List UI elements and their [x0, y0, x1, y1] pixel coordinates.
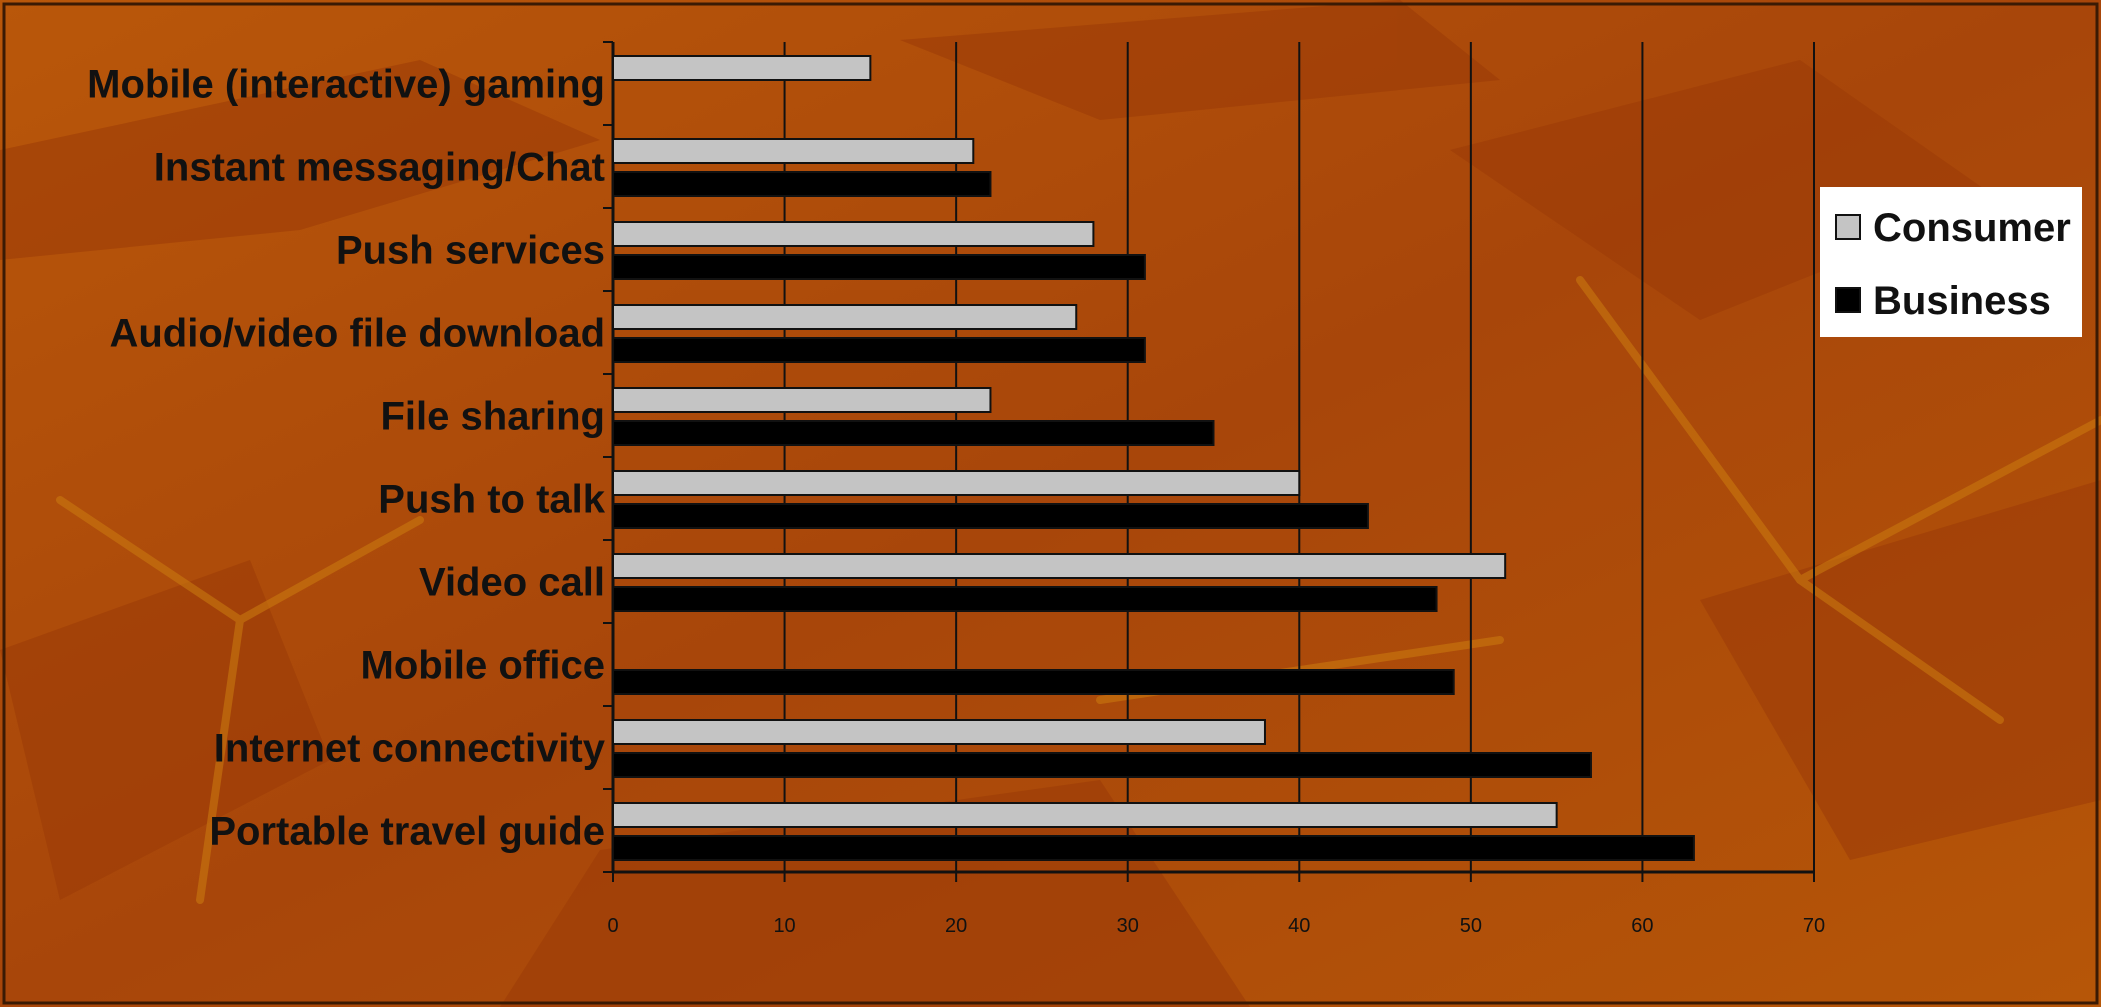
category-label: Mobile office [361, 644, 605, 688]
bar-business [612, 669, 1455, 695]
x-tick-label: 20 [945, 915, 967, 937]
bar-consumer [612, 221, 1095, 247]
x-tick-label: 50 [1460, 915, 1482, 937]
bar-consumer [612, 719, 1266, 745]
category-labels: Mobile (interactive) gaming Instant messa… [87, 63, 606, 854]
legend: Consumer Business [1820, 187, 2082, 337]
category-label: File sharing [381, 395, 606, 439]
category-label: Video call [419, 561, 605, 605]
x-tick-labels: 0 10 20 30 40 50 60 70 [607, 915, 1825, 937]
bar-business [612, 337, 1146, 363]
bar-consumer [612, 304, 1078, 330]
bar-business [612, 503, 1369, 529]
x-tick-label: 30 [1117, 915, 1139, 937]
category-label: Internet connectivity [214, 727, 606, 771]
bar-business [612, 171, 992, 197]
bar-business [612, 752, 1592, 778]
legend-swatch [1835, 214, 1861, 240]
bar-business [612, 835, 1695, 861]
bar-business [612, 586, 1438, 612]
bar-consumer [612, 55, 872, 81]
x-tick-label: 0 [607, 915, 618, 937]
bar-business [612, 420, 1215, 446]
legend-swatch [1835, 287, 1861, 313]
x-tick-label: 10 [773, 915, 795, 937]
category-label: Push services [336, 229, 605, 273]
x-tick-label: 70 [1803, 915, 1825, 937]
bar-consumer [612, 553, 1507, 579]
x-tick-label: 60 [1631, 915, 1653, 937]
bar-consumer [612, 470, 1301, 496]
bar-consumer [612, 387, 992, 413]
category-label: Mobile (interactive) gaming [87, 63, 605, 107]
category-label: Portable travel guide [209, 810, 605, 854]
bar-consumer [612, 802, 1558, 828]
legend-label: Business [1873, 279, 2051, 323]
category-label: Instant messaging/Chat [154, 146, 605, 190]
category-label: Push to talk [378, 478, 605, 522]
bar-consumer [612, 138, 975, 164]
legend-label: Consumer [1873, 206, 2071, 250]
x-tick-label: 40 [1288, 915, 1310, 937]
category-label: Audio/video file download [109, 312, 605, 356]
bars [612, 55, 1695, 861]
bar-business [612, 254, 1146, 280]
legend-box [1820, 187, 2082, 337]
gridlines [783, 42, 1815, 872]
